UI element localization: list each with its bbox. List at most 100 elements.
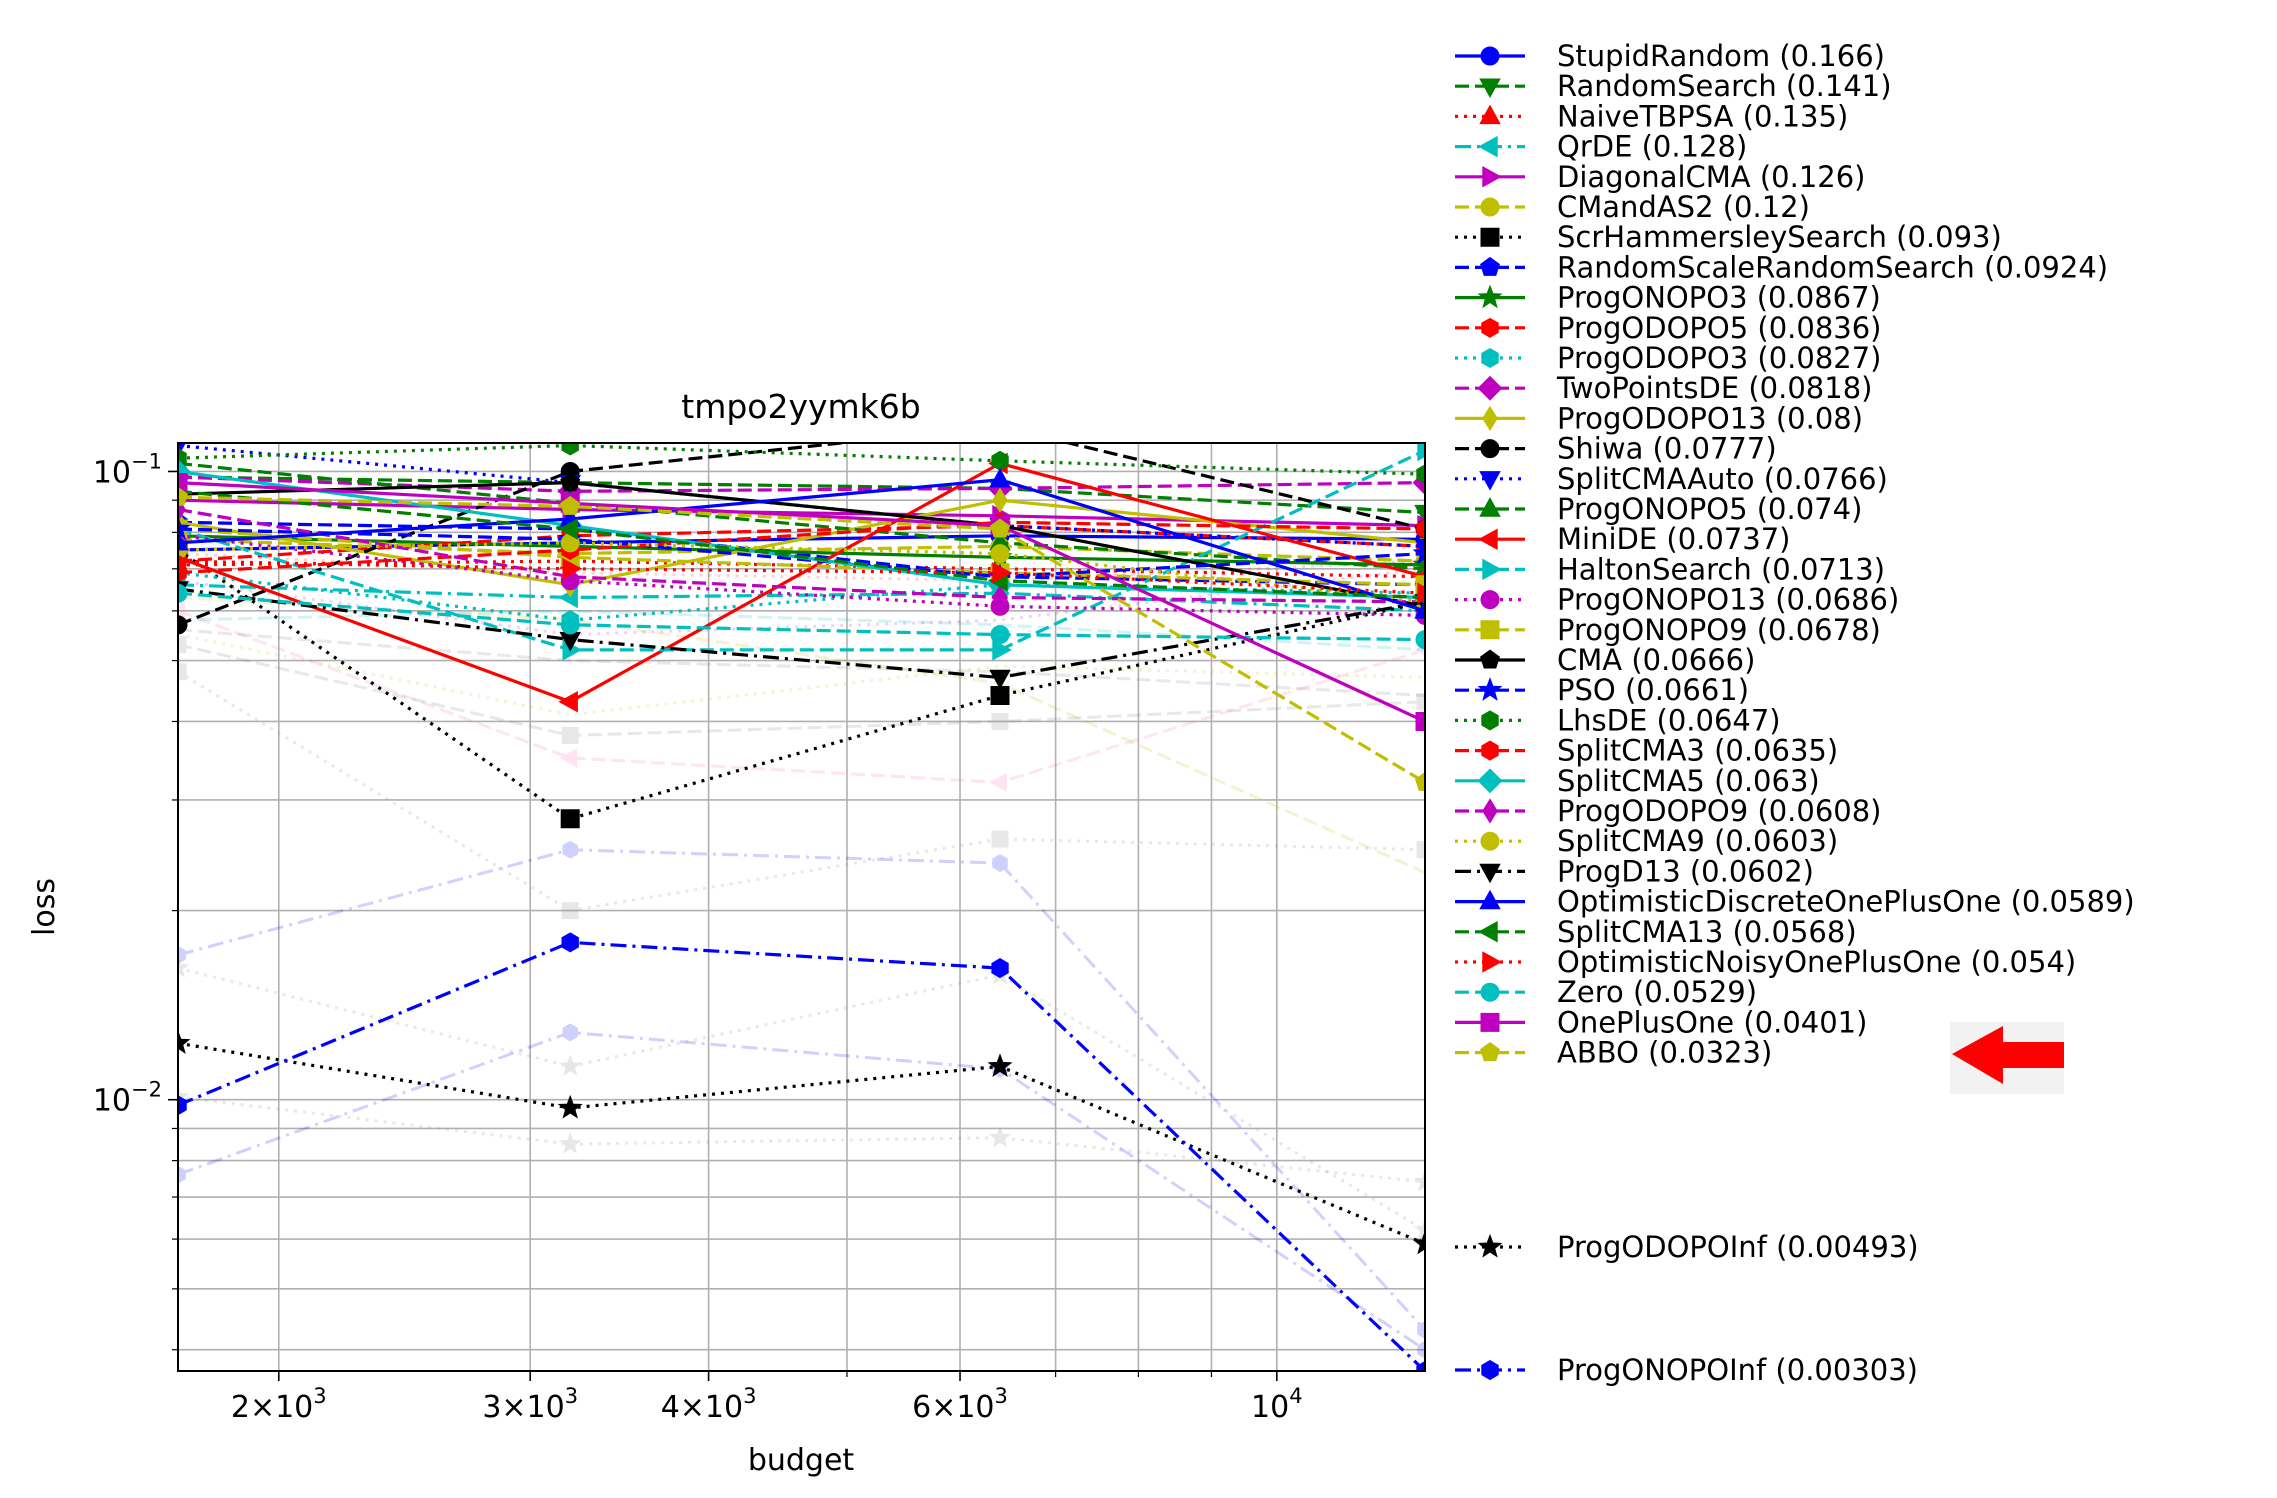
faded-series-point [178, 601, 185, 621]
faded-series-line [178, 609, 1425, 652]
faded-series-point [178, 636, 187, 654]
series-point [1412, 540, 1425, 565]
series-line [178, 541, 1425, 604]
faded-series-11 [178, 609, 1425, 652]
legend-marker [1479, 104, 1501, 125]
faded-series-line [178, 628, 1425, 697]
series-point [178, 615, 188, 635]
legend-marker [1479, 863, 1501, 884]
legend-marker [1481, 348, 1499, 368]
faded-series-9 [178, 633, 1425, 717]
legend-label: StupidRandom (0.166) [1557, 39, 1885, 73]
legend-label: SplitCMAAuto (0.0766) [1557, 462, 1888, 496]
faded-series-point [178, 945, 186, 964]
faded-series-line [178, 643, 1425, 738]
legend-label: ProgODOPO3 (0.0827) [1557, 341, 1881, 375]
series-line [178, 591, 1425, 642]
x-tick-label: 2×103 [231, 1384, 327, 1425]
faded-series-point [988, 1125, 1012, 1148]
series-point [1412, 1230, 1425, 1255]
legend-entry-31: Zero (0.0529) [1455, 975, 1757, 1009]
legend-label: RandomScaleRandomSearch (0.0924) [1557, 250, 2108, 284]
legend-marker [1482, 798, 1498, 824]
legend: StupidRandom (0.166)RandomSearch (0.141)… [1455, 39, 2135, 1387]
series-35 [178, 932, 1425, 1371]
legend-label: ProgD13 (0.0602) [1557, 854, 1814, 888]
series-34 [178, 1030, 1425, 1255]
legend-marker [1477, 677, 1503, 701]
legend-label: CMandAS2 (0.12) [1557, 190, 1810, 224]
x-axis: 2×103 3×103 4×103 6×103 104 [231, 1371, 1303, 1425]
series-point [562, 558, 583, 580]
legend-entry-30: OptimisticNoisyOnePlusOne (0.054) [1455, 945, 2076, 979]
series-point [991, 450, 1009, 471]
series-point [992, 639, 1012, 661]
series-point [1415, 771, 1425, 791]
y-axis-label: loss [27, 878, 62, 936]
legend-marker [1478, 921, 1498, 943]
legend-marker [1479, 78, 1501, 99]
faded-series-point [561, 902, 579, 920]
faded-series-point [558, 1054, 582, 1076]
legend-entry-8: ProgONOPO3 (0.0867) [1455, 281, 1881, 315]
legend-label: ProgONOPO3 (0.0867) [1557, 281, 1881, 315]
legend-marker [1480, 982, 1500, 1002]
legend-marker [1477, 284, 1503, 309]
legend-entry-4: DiagonalCMA (0.126) [1455, 160, 1866, 194]
legend-label: MiniDE (0.0737) [1557, 522, 1791, 556]
series-line [178, 489, 1425, 600]
x-tick-label: 6×103 [912, 1384, 1008, 1425]
series-point [178, 583, 188, 603]
series-point [561, 932, 579, 953]
series-point [558, 518, 578, 540]
legend-label: PSO (0.0661) [1557, 673, 1749, 707]
legend-label: ProgODOPO13 (0.08) [1557, 401, 1863, 435]
chart-title: tmpo2yymk6b [681, 387, 920, 426]
series-point [178, 530, 189, 551]
series-point [178, 473, 188, 493]
faded-series-point [991, 713, 1009, 730]
series-point [989, 669, 1011, 690]
series-point [990, 518, 1011, 538]
series-line [178, 461, 1425, 704]
faded-series-point [1413, 1170, 1425, 1192]
legend-marker [1482, 558, 1502, 581]
legend-label: NaiveTBPSA (0.135) [1557, 99, 1848, 133]
faded-series-line [178, 609, 1425, 784]
legend-label: OnePlusOne (0.0401) [1557, 1005, 1867, 1039]
legend-entry-27: ProgD13 (0.0602) [1455, 854, 1814, 888]
legend-entry-28: OptimisticDiscreteOnePlusOne (0.0589) [1455, 885, 2135, 919]
legend-label: Shiwa (0.0777) [1557, 432, 1777, 466]
series-point [558, 690, 578, 713]
series-point [987, 1053, 1013, 1077]
series-line [178, 480, 1425, 608]
faded-series-5 [178, 636, 1425, 744]
legend-marker [1481, 317, 1499, 338]
faded-series-point [991, 830, 1009, 848]
faded-series-line [178, 670, 1425, 913]
series-point [560, 495, 581, 515]
faded-series-point [178, 956, 190, 978]
plot-frame [177, 442, 1426, 1372]
series-point [560, 615, 580, 635]
legend-entry-17: HaltonSearch (0.0713) [1455, 552, 1885, 586]
legend-label: ProgODOPOInf (0.00493) [1557, 1230, 1919, 1264]
legend-marker [1478, 135, 1498, 158]
faded-series-line [178, 596, 1425, 874]
x-axis-label: budget [748, 1443, 855, 1478]
legend-marker [1480, 831, 1500, 851]
legend-label: SplitCMA3 (0.0635) [1557, 734, 1838, 768]
series-line [178, 587, 1425, 680]
legend-entry-3: QrDE (0.128) [1455, 130, 1747, 164]
legend-entry-35: ProgONOPOInf (0.00303) [1455, 1353, 1918, 1387]
legend-label: ScrHammersleySearch (0.093) [1557, 220, 2002, 254]
legend-marker [1480, 227, 1500, 247]
faded-series-point [558, 1132, 582, 1154]
legend-label: ABBO (0.0323) [1557, 1036, 1772, 1070]
faded-series [178, 552, 1425, 1359]
faded-series-point [1417, 1340, 1425, 1359]
faded-series-point [1416, 693, 1425, 711]
legend-entry-23: SplitCMA3 (0.0635) [1455, 734, 1838, 768]
legend-marker [1479, 889, 1501, 910]
series-lines [178, 443, 1425, 1371]
